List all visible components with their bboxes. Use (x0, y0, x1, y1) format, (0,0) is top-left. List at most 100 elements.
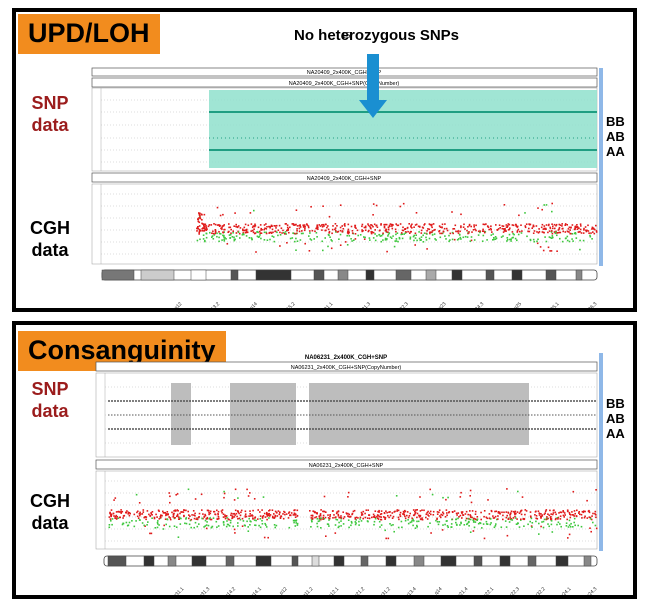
cgh-dot (236, 515, 238, 518)
cgh-dot (252, 225, 255, 227)
cgh-dot (214, 229, 217, 231)
band-label: q14 (249, 301, 259, 308)
cgh-dot (222, 513, 225, 515)
cgh-dot (521, 496, 524, 498)
cgh-dot (444, 523, 446, 526)
cgh-dot (564, 231, 567, 233)
cgh-dot (450, 523, 453, 525)
cgh-dot (310, 206, 312, 208)
cgh-dot (555, 223, 558, 226)
cgh-dot (334, 227, 337, 229)
cgh-dot (158, 524, 160, 526)
cgh-dot (380, 234, 383, 237)
cgh-dot (510, 518, 513, 520)
cgh-dot (374, 239, 377, 242)
cgh-dot (551, 202, 553, 205)
cgh-dot (176, 515, 179, 517)
cgh-dot (331, 232, 333, 235)
cgh-dot (528, 227, 530, 230)
cgh-dot (149, 515, 152, 517)
cgh-dot (314, 516, 316, 519)
cgh-dot (490, 234, 493, 236)
cgh-dot (193, 514, 195, 516)
cgh-dot (325, 511, 327, 513)
cgh-dot (318, 518, 321, 520)
cgh-dot (238, 517, 241, 520)
cgh-dot (343, 516, 346, 518)
cgh-dot (347, 515, 349, 517)
cgh-dot (284, 511, 286, 514)
cgh-dot (571, 514, 574, 516)
cgh-dot (110, 515, 112, 518)
cgh-dot (417, 520, 420, 523)
cgh-dot (348, 235, 351, 237)
cgh-dot (550, 250, 553, 252)
cons-scrollbar[interactable] (599, 353, 603, 551)
cgh-dot (117, 517, 120, 519)
cgh-dot (425, 236, 427, 239)
cgh-dot (335, 516, 337, 518)
cgh-dot (146, 524, 148, 526)
cgh-dot (530, 517, 533, 520)
cgh-dot (237, 522, 239, 524)
ideogram-band (473, 555, 483, 567)
cgh-dot (445, 509, 448, 511)
cgh-dot (389, 236, 392, 238)
cgh-dot (325, 535, 327, 537)
cgh-dot (387, 228, 390, 231)
cgh-dot (359, 516, 362, 519)
cgh-dot (325, 229, 327, 232)
cgh-dot (373, 520, 376, 523)
cgh-dot (473, 224, 475, 226)
cgh-dot (482, 223, 485, 226)
cgh-dot (374, 229, 376, 231)
cgh-dot (145, 518, 147, 521)
cgh-dot (547, 513, 549, 515)
cgh-dot (361, 229, 363, 231)
cgh-dot (485, 516, 488, 519)
cgh-dot (166, 511, 169, 513)
cgh-dot (524, 509, 527, 511)
cgh-dot (579, 248, 581, 251)
cgh-dot (487, 499, 489, 501)
cgh-dot (535, 520, 537, 523)
cgh-dot (261, 519, 263, 522)
cgh-dot (139, 511, 141, 514)
cgh-dot (536, 231, 538, 233)
cgh-dot (293, 521, 295, 524)
cgh-dot (543, 225, 546, 227)
cons-snp-track-title: NA06231_2x400K_CGH+SNP(CopyNumber) (291, 365, 402, 371)
cgh-dot (291, 237, 294, 239)
cgh-dot (196, 227, 199, 230)
cgh-dot (177, 510, 179, 512)
cgh-dot (198, 214, 201, 216)
cgh-dot (143, 516, 145, 519)
cgh-dot (295, 237, 297, 240)
cgh-dot (473, 517, 475, 520)
upd-scrollbar[interactable] (599, 68, 603, 266)
cgh-dot (373, 515, 376, 517)
cgh-dot (590, 530, 592, 533)
cgh-dot (268, 515, 271, 517)
cgh-dot (125, 512, 127, 514)
cgh-dot (545, 204, 548, 206)
cgh-dot (533, 230, 536, 232)
cgh-dot (467, 226, 469, 228)
cgh-dot (213, 510, 216, 513)
cgh-dot (554, 232, 557, 235)
cgh-dot (419, 515, 421, 518)
cgh-dot (185, 518, 187, 520)
cgh-dot (418, 231, 420, 233)
cgh-dot (244, 516, 247, 518)
cgh-dot (357, 517, 359, 519)
cgh-dot (221, 228, 223, 230)
cgh-dot (303, 224, 306, 226)
cgh-dot (346, 244, 349, 246)
band-label: q24.3 (585, 586, 598, 595)
cgh-dot (518, 512, 521, 514)
cgh-dot (240, 511, 242, 514)
ideogram-band (291, 555, 299, 567)
cgh-dot (387, 226, 390, 229)
cgh-dot (545, 509, 548, 511)
cgh-dot (395, 233, 397, 236)
